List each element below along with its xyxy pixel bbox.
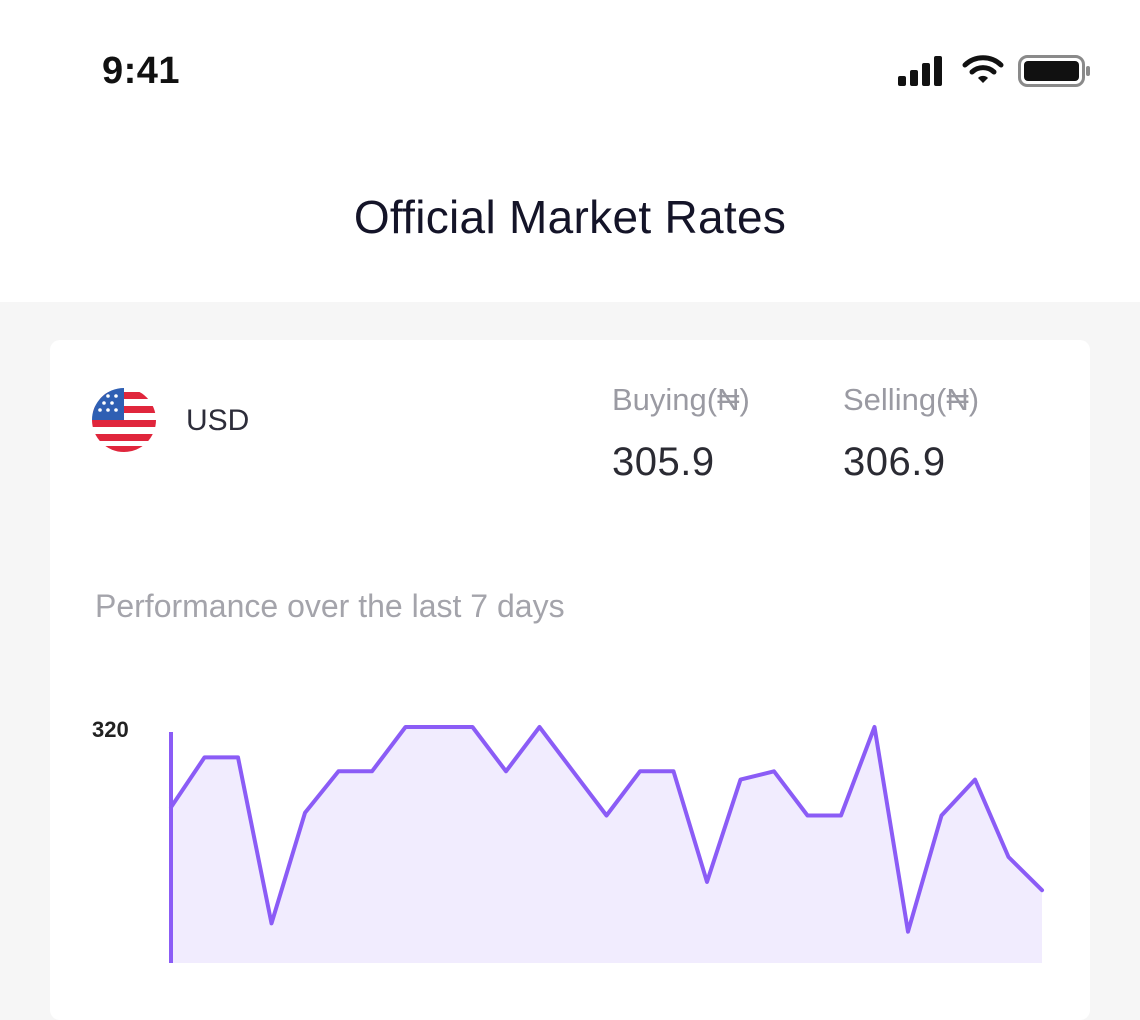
selling-value: 306.9 [843, 440, 946, 484]
chart-point [974, 779, 976, 781]
status-icons [898, 54, 1092, 88]
chart-point [271, 922, 272, 924]
chart-point [606, 815, 607, 817]
chart-point [170, 806, 172, 808]
chart-point [807, 815, 808, 817]
chart-point [673, 770, 674, 772]
chart-point [941, 815, 942, 817]
status-bar: 9:41 [0, 0, 1140, 150]
chart-point [840, 815, 842, 817]
chart-point [740, 779, 741, 781]
chart-point [539, 726, 540, 728]
chart-point [371, 770, 373, 772]
performance-label: Performance over the last 7 days [95, 588, 565, 624]
y-tick-label: 320 [92, 717, 129, 742]
battery-icon [1018, 55, 1090, 87]
chart-point [639, 770, 641, 772]
currency-code: USD [186, 404, 250, 437]
chart-point [472, 726, 473, 728]
chart-point [304, 812, 306, 814]
performance-chart [169, 725, 1044, 963]
signal-icon [898, 56, 942, 86]
chart-point [706, 881, 708, 883]
wifi-icon [962, 55, 1004, 83]
us-flag-icon [92, 388, 156, 452]
chart-area-fill [171, 727, 1042, 963]
header [0, 150, 1140, 302]
chart-point [505, 770, 507, 772]
selling-label: Selling(₦) [843, 382, 980, 417]
chart-point [405, 726, 406, 728]
chart-point [907, 931, 909, 933]
chart-point [1041, 889, 1043, 891]
chart-point [773, 770, 775, 772]
chart-point [237, 756, 239, 758]
status-time: 9:41 [102, 50, 181, 92]
chart-point [438, 726, 440, 728]
chart-point [874, 726, 875, 728]
page-title: Official Market Rates [353, 191, 787, 243]
chart-point [204, 756, 205, 758]
chart-point [338, 770, 339, 772]
chart-point [572, 770, 574, 772]
chart-point [1008, 856, 1009, 858]
buying-label: Buying(₦) [612, 382, 750, 417]
buying-value: 305.9 [612, 440, 715, 484]
